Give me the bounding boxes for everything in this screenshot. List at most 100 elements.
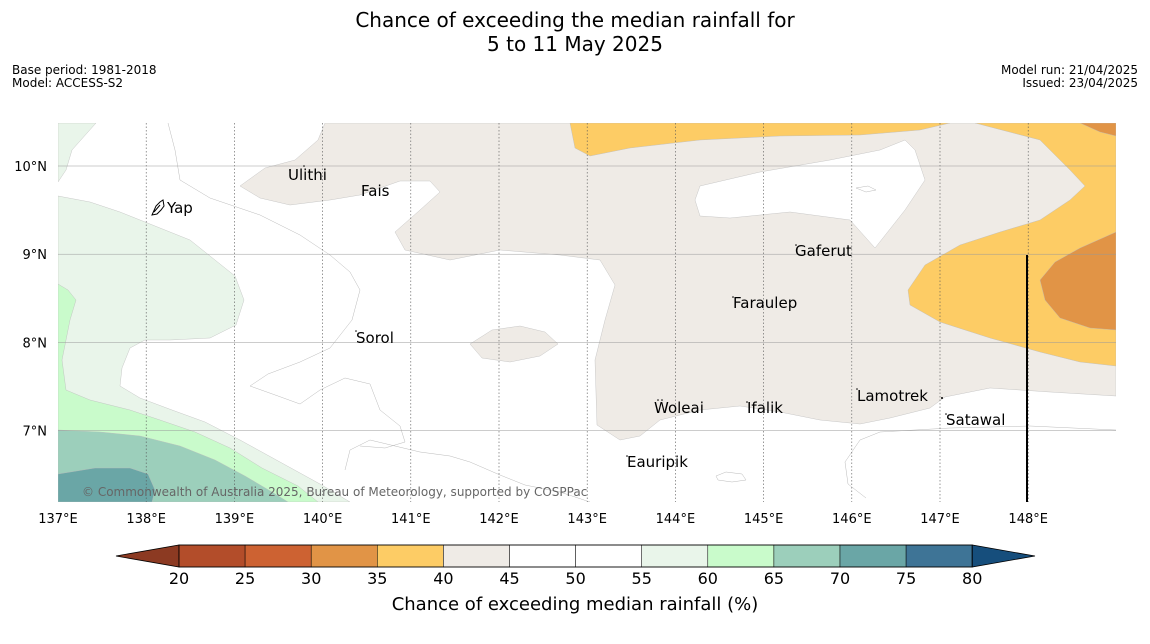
place-sorol: Sorol — [356, 329, 394, 347]
colorbar-tick-label: 40 — [433, 569, 453, 588]
longitude-label: 146°E — [832, 512, 872, 527]
longitude-label: 142°E — [479, 512, 519, 527]
colorbar-segment — [707, 544, 775, 568]
colorbar-tick-label: 50 — [565, 569, 585, 588]
base-period-text: Base period: 1981-2018 — [12, 63, 157, 77]
longitude-label: 143°E — [567, 512, 607, 527]
place-faraulep: Faraulep — [733, 294, 797, 312]
colorbar-tick-label: 30 — [301, 569, 321, 588]
colorbar-segment — [905, 544, 973, 568]
longitude-label: 140°E — [303, 512, 343, 527]
place-marker — [746, 401, 748, 403]
longitude-label: 138°E — [126, 512, 166, 527]
band-70-75 — [58, 467, 156, 502]
grid-lines — [58, 123, 1116, 502]
place-gaferut: Gaferut — [795, 242, 852, 260]
colorbar-segment — [244, 544, 312, 568]
colorbar-tick-label: 65 — [764, 569, 784, 588]
place-marker — [732, 296, 734, 298]
place-marker — [795, 244, 797, 246]
place-eauripik: Eauripik — [627, 453, 688, 471]
model-run-text: Model run: 21/04/2025 — [1000, 63, 1138, 77]
map-title-line2: 5 to 11 May 2025 — [487, 32, 663, 56]
place-yap: Yap — [166, 199, 193, 217]
colorbar-tick-label: 60 — [698, 569, 718, 588]
band-35-40-top — [569, 123, 951, 157]
map-title-line1: Chance of exceeding the median rainfall … — [355, 8, 795, 32]
colorbar-segment — [377, 544, 444, 568]
longitude-label: 147°E — [920, 512, 960, 527]
latitude-label: 10°N — [14, 160, 47, 175]
colorbar-segment — [641, 544, 709, 568]
contour-line-f — [855, 185, 877, 193]
colorbar-tick-label: 55 — [632, 569, 652, 588]
colorbar — [115, 544, 1036, 568]
latitude-label: 7°N — [23, 425, 48, 440]
colorbar-segment — [509, 544, 576, 568]
meta-left: Base period: 1981-2018 Model: ACCESS-S2 — [12, 64, 157, 90]
map-title: Chance of exceeding the median rainfall … — [0, 8, 1150, 56]
place-marker — [941, 397, 943, 399]
colorbar-segment — [575, 544, 642, 568]
meta-right: Model run: 21/04/2025 Issued: 23/04/2025 — [1001, 64, 1138, 90]
contour-line-c — [859, 425, 1116, 441]
longitude-labels: 137°E 138°E 139°E 140°E 141°E 142°E 143°E 144°E… — [38, 512, 1048, 527]
band-55-60-upper — [58, 123, 97, 183]
colorbar-tick-label: 25 — [235, 569, 255, 588]
place-marker — [945, 413, 947, 415]
contour-line-e — [715, 471, 747, 483]
colorbar-outline — [178, 544, 973, 568]
colorbar-tick-label: 35 — [367, 569, 387, 588]
latitude-label: 9°N — [23, 248, 48, 263]
yap-island — [151, 199, 165, 216]
colorbar-segment-below-20 — [115, 544, 180, 568]
place-satawal: Satawal — [946, 411, 1005, 429]
colorbar-tick-label: 20 — [169, 569, 189, 588]
latitude-labels: 10°N 9°N 8°N 7°N — [14, 160, 47, 440]
place-ifalik: Ifalik — [747, 399, 783, 417]
colorbar-tick-label: 80 — [962, 569, 982, 588]
contour-line-a — [167, 123, 406, 449]
model-text: Model: ACCESS-S2 — [12, 76, 124, 90]
band-45-55-hole — [694, 139, 926, 249]
place-marker — [355, 330, 357, 332]
colorbar-tick-label: 70 — [830, 569, 850, 588]
colorbar-segment — [443, 544, 510, 568]
colorbar-segment-above-80 — [971, 544, 1036, 568]
band-40-45-blob — [469, 325, 559, 363]
longitude-label: 145°E — [744, 512, 784, 527]
longitude-label: 148°E — [1008, 512, 1048, 527]
place-marker — [303, 165, 305, 167]
colorbar-segment — [773, 544, 841, 568]
place-woleai: Woleai — [654, 399, 704, 417]
contour-line-d — [844, 439, 867, 499]
band-30-35-corner — [1079, 123, 1116, 137]
place-fais: Fais — [361, 182, 390, 200]
colorbar-title: Chance of exceeding median rainfall (%) — [392, 594, 759, 615]
longitude-label: 137°E — [38, 512, 78, 527]
place-marker — [856, 388, 858, 390]
place-lamotrek: Lamotrek — [857, 387, 928, 405]
colorbar-segment — [178, 544, 246, 568]
contour-line-b — [344, 439, 591, 502]
place-labels: Yap Ulithi Fais Gaferut Faraulep Sorol L… — [166, 165, 1005, 471]
place-marker — [657, 399, 659, 401]
issued-text: Issued: 23/04/2025 — [1022, 76, 1138, 90]
band-30-35-right — [1039, 231, 1116, 331]
place-marker — [289, 169, 291, 171]
colorbar-segment — [310, 544, 378, 568]
longitude-label: 139°E — [215, 512, 255, 527]
copyright-text: © Commonwealth of Australia 2025, Bureau… — [82, 485, 587, 499]
place-ulithi: Ulithi — [288, 166, 327, 184]
place-marker — [661, 399, 663, 401]
colorbar-tick-label: 75 — [896, 569, 916, 588]
latitude-label: 8°N — [23, 336, 48, 351]
colorbar-segment — [839, 544, 907, 568]
colorbar-tick-labels: 20 25 30 35 40 45 50 55 60 65 70 75 80 — [169, 569, 983, 588]
longitude-label: 144°E — [656, 512, 696, 527]
place-marker — [362, 185, 364, 187]
place-marker — [626, 455, 628, 457]
longitude-label: 141°E — [391, 512, 431, 527]
colorbar-tick-label: 45 — [499, 569, 519, 588]
